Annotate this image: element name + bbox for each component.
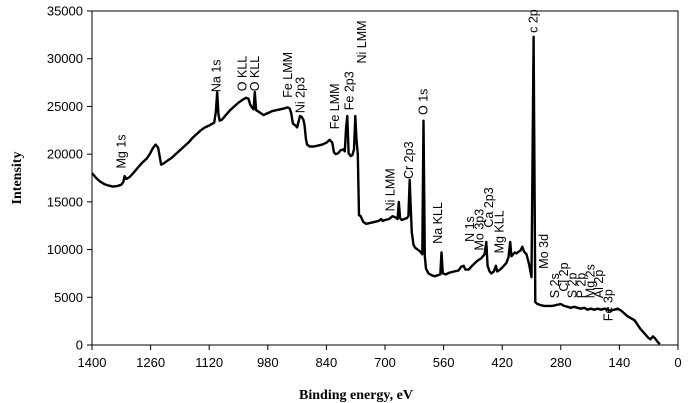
y-tick-label: 25000 xyxy=(47,99,83,114)
peak-label: P 2p xyxy=(574,273,588,299)
y-tick-label: 15000 xyxy=(47,194,83,209)
x-tick-label: 0 xyxy=(674,355,681,370)
peak-label: Ni 2p3 xyxy=(293,77,307,113)
x-tick-label: 140 xyxy=(609,355,631,370)
peak-label: Na KLL xyxy=(431,202,445,244)
peak-label: Fe 3p xyxy=(602,289,616,321)
peak-label: S 2s xyxy=(548,273,562,298)
x-tick-label: 1120 xyxy=(195,355,223,370)
peak-label: Mo 3d xyxy=(537,234,551,269)
peak-label: O KLL xyxy=(248,56,262,91)
x-tick-label: 420 xyxy=(491,355,513,370)
x-tick-label: 700 xyxy=(374,355,396,370)
y-tick-label: 5000 xyxy=(54,290,83,305)
peak-label: O 1s xyxy=(417,89,431,115)
peak-label: Fe LMM xyxy=(281,52,295,98)
peak-label: N 1s xyxy=(463,216,477,242)
peak-label: Fe LMM xyxy=(328,83,342,129)
peak-label: Mg KLL xyxy=(493,210,507,253)
peak-label: Mg 1s xyxy=(114,134,128,168)
y-axis-ticks: 0 5000 10000 15000 20000 25000 30000 35000 xyxy=(47,4,92,353)
spectrum-line xyxy=(91,35,661,345)
y-tick-label: 30000 xyxy=(47,51,83,66)
x-tick-label: 1400 xyxy=(78,355,107,370)
y-tick-label: 35000 xyxy=(47,4,83,19)
y-tick-label: 0 xyxy=(76,338,83,353)
peak-label: Cr 2p3 xyxy=(402,141,416,179)
peak-label: Ni LMM xyxy=(355,20,369,63)
y-tick-label: 10000 xyxy=(47,242,83,257)
peak-label: Ca 2p3 xyxy=(482,187,496,227)
x-axis-title: Binding energy, eV xyxy=(299,388,413,403)
peak-label: Mg 2s xyxy=(584,264,598,298)
x-tick-label: 560 xyxy=(433,355,455,370)
peak-label: Cl 2p xyxy=(557,262,571,291)
x-tick-label: 840 xyxy=(316,355,338,370)
peak-label: S 2p xyxy=(566,272,580,298)
x-tick-label: 980 xyxy=(257,355,279,370)
x-tick-label: 1260 xyxy=(136,355,165,370)
peak-label: Ni LMM xyxy=(383,168,397,211)
peak-label: Al 2p xyxy=(592,270,606,299)
peak-label: Fe 2p3 xyxy=(342,71,356,110)
y-axis-title: Intensity xyxy=(10,152,25,205)
x-axis-ticks: 1400 1260 1120 980 840 700 560 420 280 140 0 xyxy=(78,345,682,370)
peak-label: Mo 3p3 xyxy=(473,209,487,251)
y-tick-label: 20000 xyxy=(47,147,83,162)
peak-label: O KLL xyxy=(236,56,250,91)
x-tick-label: 280 xyxy=(550,355,572,370)
peak-label: Na 1s xyxy=(209,59,223,92)
peak-label: c 2p xyxy=(527,9,541,33)
